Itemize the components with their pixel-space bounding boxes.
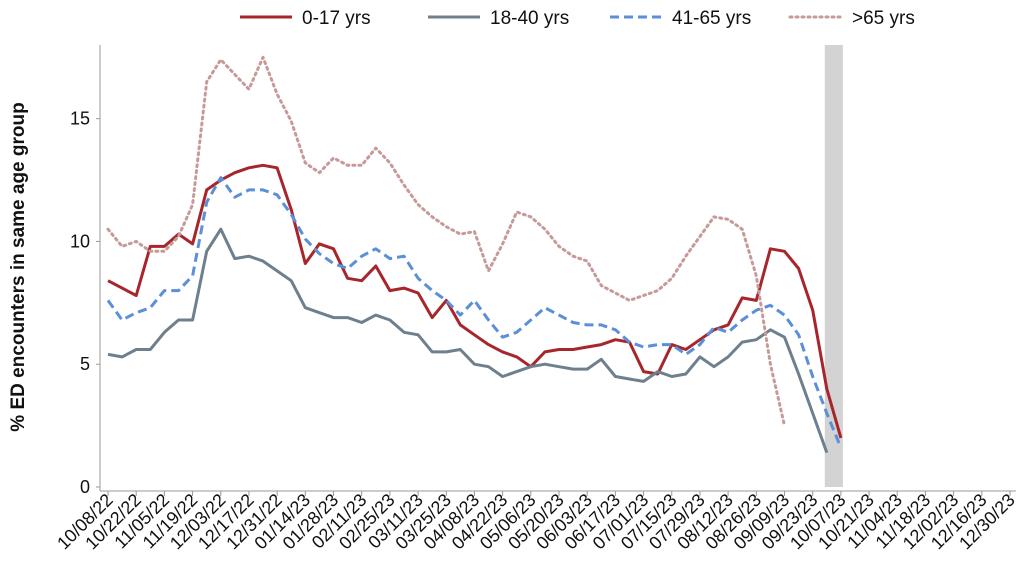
shaded-region-layer bbox=[824, 45, 843, 487]
shaded-region bbox=[824, 45, 843, 487]
y-axis-title: % ED encounters in same age group bbox=[8, 102, 29, 431]
legend: 0-17 yrs 18-40 yrs 41-65 yrs >65 yrs bbox=[240, 8, 915, 29]
series-line--65-yrs bbox=[106, 55, 786, 428]
axes bbox=[99, 45, 1016, 492]
series-lines bbox=[106, 55, 843, 454]
y-tick-label: 10 bbox=[70, 231, 90, 251]
y-tick-label: 5 bbox=[80, 354, 90, 374]
legend-label: >65 yrs bbox=[852, 8, 915, 29]
series-line-0-17-yrs bbox=[107, 163, 843, 439]
y-tick-label: 0 bbox=[80, 477, 90, 497]
legend-label: 0-17 yrs bbox=[302, 8, 371, 29]
series-line-18-40-yrs bbox=[107, 227, 829, 454]
y-tick-label: 15 bbox=[70, 109, 90, 129]
x-ticks: 10/08/2210/22/2211/05/2211/19/2212/03/22… bbox=[53, 490, 1019, 554]
legend-label: 41-65 yrs bbox=[672, 8, 751, 29]
legend-label: 18-40 yrs bbox=[490, 8, 569, 29]
series-line-41-65-yrs bbox=[106, 176, 843, 449]
y-ticks: 0 5 10 15 bbox=[70, 109, 100, 497]
